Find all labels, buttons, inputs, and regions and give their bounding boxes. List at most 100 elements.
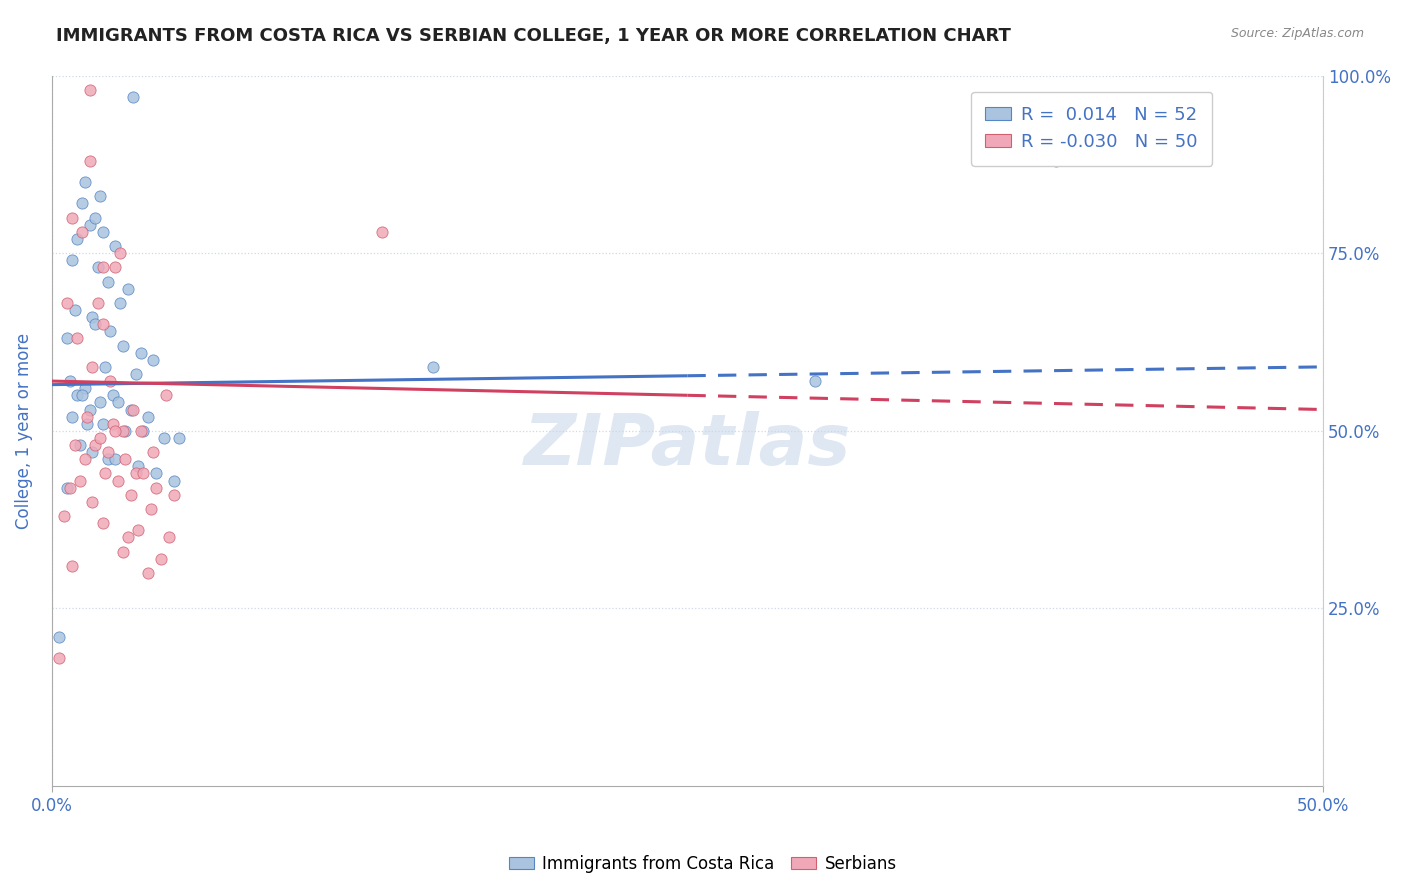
Point (1045, 153, 1067, 168)
Point (122, 402, 145, 417)
Point (58, 374, 80, 388)
Point (138, 566, 160, 580)
Point (132, 424, 155, 438)
Point (69, 474, 91, 488)
Point (76, 417, 98, 431)
Point (82, 359, 104, 374)
Point (145, 467, 167, 481)
Point (97, 452, 120, 467)
Point (150, 551, 173, 566)
Point (122, 90, 145, 104)
Point (73, 175, 96, 189)
Point (101, 417, 124, 431)
Point (163, 488, 186, 502)
Point (63, 438, 86, 452)
Point (110, 246, 132, 260)
Point (89, 395, 111, 409)
Point (104, 239, 127, 253)
Point (82, 445, 104, 459)
Text: IMMIGRANTS FROM COSTA RICA VS SERBIAN COLLEGE, 1 YEAR OR MORE CORRELATION CHART: IMMIGRANTS FROM COSTA RICA VS SERBIAN CO… (56, 27, 1011, 45)
Point (91, 417, 114, 431)
Point (89, 431, 111, 445)
Point (167, 431, 190, 445)
Point (94, 467, 117, 481)
Point (48, 630, 70, 644)
Point (152, 431, 174, 445)
Point (117, 530, 139, 544)
Point (73, 452, 96, 467)
Legend: Immigrants from Costa Rica, Serbians: Immigrants from Costa Rica, Serbians (502, 848, 904, 880)
Point (111, 338, 134, 352)
Point (114, 424, 136, 438)
Point (79, 83, 101, 97)
Point (142, 352, 165, 367)
Point (60, 409, 83, 424)
Point (114, 452, 136, 467)
Point (129, 345, 152, 359)
Point (104, 260, 127, 275)
Point (155, 388, 177, 402)
Point (82, 310, 104, 325)
Point (69, 438, 91, 452)
Point (60, 253, 83, 268)
Point (101, 388, 124, 402)
Point (84, 317, 107, 331)
Point (86, 296, 108, 310)
Point (94, 359, 117, 374)
Point (86, 260, 108, 275)
Y-axis label: College, 1 year or more: College, 1 year or more (15, 333, 32, 529)
Point (79, 402, 101, 417)
Point (803, 374, 825, 388)
Point (371, 225, 394, 239)
Point (89, 189, 111, 203)
Point (79, 218, 101, 232)
Point (97, 445, 120, 459)
Point (56, 481, 79, 495)
Point (66, 388, 89, 402)
Point (63, 303, 86, 318)
Point (127, 459, 149, 474)
Point (98, 374, 121, 388)
Point (72, 196, 94, 211)
Point (127, 524, 149, 538)
Point (145, 481, 167, 495)
Point (124, 367, 146, 381)
Point (422, 359, 444, 374)
Point (66, 232, 89, 246)
Point (107, 395, 129, 409)
Point (104, 424, 127, 438)
Point (72, 225, 94, 239)
Point (76, 409, 98, 424)
Point (73, 381, 96, 395)
Point (60, 211, 83, 225)
Point (91, 225, 114, 239)
Point (53, 509, 76, 524)
Point (129, 424, 152, 438)
Point (91, 516, 114, 531)
Point (97, 275, 120, 289)
Point (104, 452, 127, 467)
Point (84, 211, 107, 225)
Point (120, 488, 142, 502)
Point (142, 445, 165, 459)
Point (82, 495, 104, 509)
Point (79, 153, 101, 168)
Point (117, 282, 139, 296)
Point (157, 530, 180, 544)
Point (91, 260, 114, 275)
Point (111, 424, 134, 438)
Point (110, 296, 132, 310)
Point (56, 296, 79, 310)
Point (163, 474, 186, 488)
Point (91, 317, 114, 331)
Legend: R =  0.014   N = 52, R = -0.030   N = 50: R = 0.014 N = 52, R = -0.030 N = 50 (972, 92, 1212, 166)
Text: Source: ZipAtlas.com: Source: ZipAtlas.com (1230, 27, 1364, 40)
Point (138, 409, 160, 424)
Point (124, 467, 146, 481)
Point (132, 467, 155, 481)
Point (60, 558, 83, 573)
Point (139, 502, 162, 516)
Text: ZIPatlas: ZIPatlas (524, 410, 851, 480)
Point (56, 331, 79, 345)
Point (111, 544, 134, 558)
